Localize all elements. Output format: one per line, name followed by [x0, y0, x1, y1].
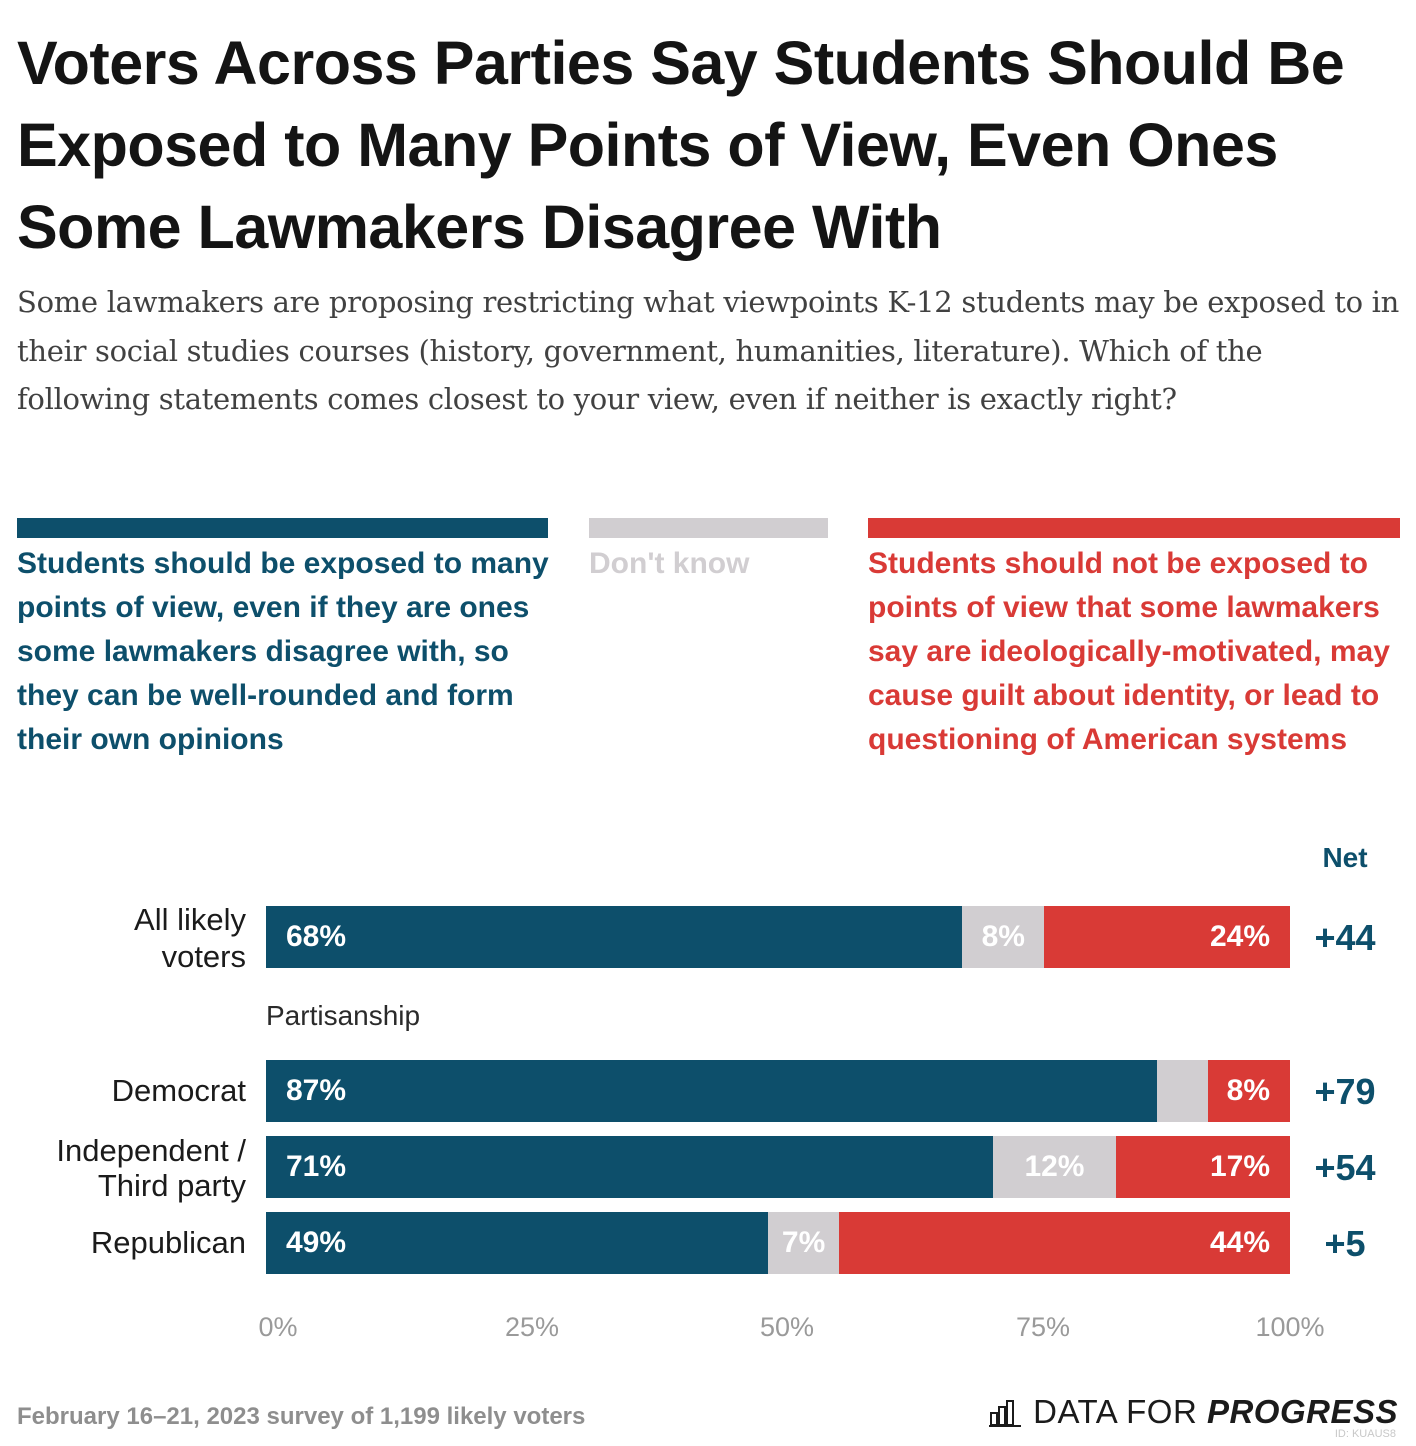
data-label-independent-exposed: 71%: [286, 1150, 347, 1183]
data-label-all-likely-voters-dont-know: 8%: [981, 920, 1025, 953]
bar-segment-democrat-dont-know: [1156, 1060, 1209, 1122]
bar-segment-republican-dont-know: [767, 1212, 840, 1274]
net-value-all-likely-voters: +44: [1314, 917, 1376, 958]
legend-label-dont-know: Don't know: [589, 547, 750, 580]
x-tick-75: 75%: [1015, 1312, 1071, 1342]
data-label-independent-not-exposed: 17%: [1209, 1150, 1270, 1183]
group-label-partisanship: Partisanship: [266, 1000, 421, 1031]
bar-segment-republican-exposed: [266, 1212, 768, 1274]
data-label-democrat-exposed: 87%: [286, 1074, 347, 1107]
net-value-democrat: +79: [1314, 1071, 1376, 1112]
data-label-republican-not-exposed: 44%: [1209, 1226, 1270, 1259]
data-label-all-likely-voters-exposed: 68%: [286, 920, 347, 953]
bar-row-democrat: 87% 8%: [266, 1060, 1290, 1122]
logo-text: DATA FOR PROGRESS: [1033, 1393, 1398, 1431]
bar-segment-democrat-exposed: [266, 1060, 1157, 1122]
bar-segment-independent-dont-know: [993, 1136, 1116, 1198]
row-label-all-likely-voters: All likely voters: [134, 902, 246, 974]
image-id: ID: KUAUS8: [1334, 1428, 1396, 1440]
net-value-republican: +5: [1324, 1223, 1366, 1264]
bar-segment-all-likely-voters-not-exposed: [1044, 906, 1290, 968]
chart-subtitle: Some lawmakers are proposing restricting…: [17, 285, 1400, 416]
bar-segment-all-likely-voters-dont-know: [962, 906, 1045, 968]
bar-segment-all-likely-voters-exposed: [266, 906, 963, 968]
legend-label-not-exposed: Students should not be exposed to points…: [868, 547, 1390, 756]
row-label-republican: Republican: [90, 1225, 246, 1260]
legend-swatch-dont-know: [589, 518, 828, 538]
x-tick-0: 0%: [258, 1312, 298, 1342]
bar-segment-independent-exposed: [266, 1136, 994, 1198]
chart-title: Voters Across Parties Say Students Shoul…: [17, 29, 1345, 261]
bar-row-independent: 71% 12% 17%: [266, 1136, 1290, 1198]
legend-label-exposed: Students should be exposed to many point…: [17, 547, 549, 756]
bar-row-republican: 49% 7% 44%: [266, 1212, 1290, 1274]
x-tick-50: 50%: [759, 1312, 815, 1342]
x-tick-100: 100%: [1255, 1312, 1325, 1342]
bar-segment-democrat-not-exposed: [1208, 1060, 1290, 1122]
data-label-republican-dont-know: 7%: [781, 1226, 826, 1259]
x-tick-25: 25%: [504, 1312, 560, 1342]
bar-segment-independent-not-exposed: [1115, 1136, 1290, 1198]
net-header: Net: [1322, 842, 1368, 873]
row-label-democrat: Democrat: [111, 1073, 246, 1108]
logo-text-prefix: DATA FOR: [1033, 1393, 1207, 1430]
bar-row-all-likely-voters: 68% 8% 24%: [266, 906, 1290, 968]
data-label-democrat-not-exposed: 8%: [1226, 1074, 1270, 1107]
legend-swatch-not-exposed: [868, 518, 1400, 538]
footnote: February 16–21, 2023 survey of 1,199 lik…: [17, 1403, 586, 1430]
data-label-independent-dont-know: 12%: [1024, 1150, 1085, 1183]
logo-text-strong: PROGRESS: [1206, 1393, 1398, 1430]
net-value-independent: +54: [1314, 1147, 1376, 1188]
row-label-independent: Independent / Third party: [56, 1133, 246, 1203]
bar-segment-republican-not-exposed: [839, 1212, 1290, 1274]
logo: DATA FOR PROGRESS: [989, 1392, 1398, 1432]
bar-chart-icon: [989, 1400, 1022, 1427]
data-label-republican-exposed: 49%: [286, 1226, 347, 1259]
legend-swatch-exposed: [17, 518, 548, 538]
data-label-all-likely-voters-not-exposed: 24%: [1209, 920, 1270, 953]
